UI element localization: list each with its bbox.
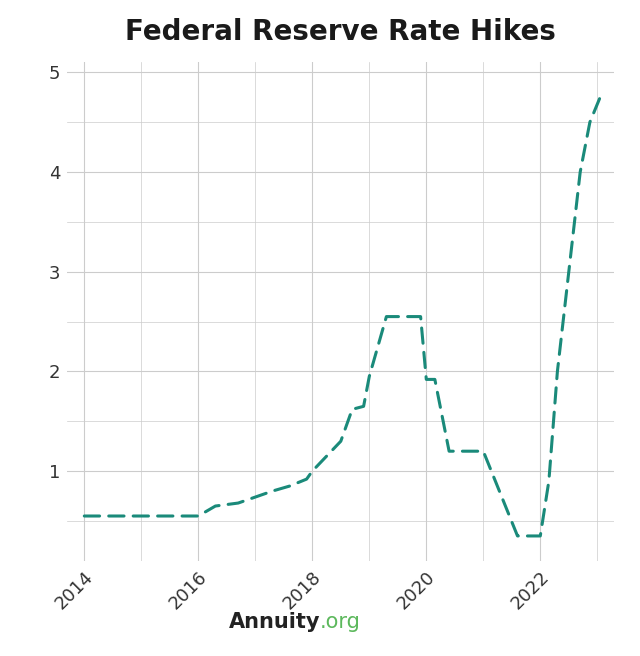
- Title: Federal Reserve Rate Hikes: Federal Reserve Rate Hikes: [125, 18, 556, 46]
- Text: Annuity: Annuity: [228, 612, 320, 632]
- Text: .org: .org: [320, 612, 361, 632]
